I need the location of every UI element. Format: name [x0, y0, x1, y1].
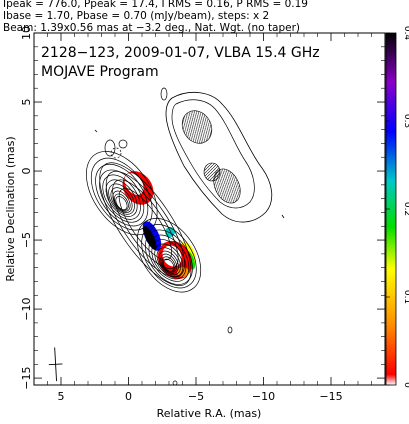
- intensity-contour: [108, 183, 135, 215]
- polarization-patch: [203, 162, 221, 182]
- intensity-contour: [86, 151, 158, 236]
- intensity-contour: [158, 250, 179, 274]
- y-axis-label: Relative Declination (mas): [4, 136, 17, 281]
- y-tick-label: −5: [20, 232, 33, 248]
- x-tick-labels: 5 0 −5 −10 −15: [58, 390, 343, 403]
- x-tick-label: 5: [58, 390, 65, 403]
- colorbar-tick-label: 0.2: [402, 202, 409, 216]
- axis-ticks: [34, 32, 385, 385]
- plot-frame: [33, 32, 386, 386]
- intensity-contour: [118, 188, 172, 261]
- negative-contour: [110, 147, 122, 159]
- beam-marker: [48, 347, 63, 382]
- plot-title-line-2: MOJAVE Program: [41, 64, 159, 80]
- small-contour: [227, 326, 233, 334]
- small-contour: [94, 129, 98, 133]
- intensity-contour: [105, 170, 185, 278]
- intensity-contour: [99, 162, 192, 286]
- small-contour: [104, 139, 116, 157]
- colorbar-tick-label: 0.4: [402, 26, 409, 41]
- colorbar-tick-label: 0: [402, 382, 409, 388]
- header-line-1: Ipeak = 776.0, Ppeak = 17.4, I RMS = 0.1…: [3, 0, 308, 10]
- x-tick-label: −5: [188, 390, 204, 403]
- y-tick-label: −10: [20, 297, 33, 320]
- small-contour: [160, 87, 168, 101]
- intensity-contour: [145, 229, 193, 285]
- intensity-contour: [136, 218, 202, 293]
- x-tick-label: −10: [252, 390, 275, 403]
- y-tick-labels: 10 5 0 −5 −10 −15: [20, 26, 33, 390]
- intensity-contour: [151, 239, 187, 280]
- colorbar-ticks: 0 0.1 0.2 0.3 0.4: [386, 26, 409, 388]
- y-tick-label: 10: [20, 26, 33, 40]
- intensity-contour: [115, 196, 128, 211]
- intensity-contour: [105, 179, 138, 217]
- header-line-2: Ibase = 1.70, Pbase = 0.70 (mJy/beam), s…: [3, 10, 270, 22]
- beam-minor-axis: [48, 363, 63, 366]
- colorbar-tick-label: 0.3: [402, 114, 409, 128]
- intensity-contour: [90, 157, 153, 231]
- x-tick-label: 0: [125, 390, 132, 403]
- x-tick-label: −15: [319, 390, 342, 403]
- small-contour: [281, 214, 285, 219]
- y-tick-label: 0: [20, 168, 33, 175]
- outer-contour: [165, 91, 273, 223]
- intensity-contour: [156, 247, 181, 276]
- y-tick-label: 5: [20, 99, 33, 106]
- intensity-contour: [154, 243, 184, 277]
- small-contour: [172, 380, 178, 385]
- intensity-contour: [141, 224, 197, 289]
- small-contour: [118, 139, 128, 149]
- header-line-3: Beam: 1.39x0.56 mas at −3.2 deg., Nat. W…: [3, 22, 301, 34]
- intensity-contour: [110, 187, 133, 213]
- intensity-contour: [112, 179, 179, 269]
- colorbar-tick-label: 0.1: [402, 290, 409, 304]
- intensity-contour: [99, 169, 145, 223]
- x-axis-label: Relative R.A. (mas): [157, 407, 262, 420]
- intensity-contour: [114, 193, 129, 211]
- plot-title-line-1: 2128−123, 2009-01-07, VLBA 15.4 GHz: [41, 45, 320, 61]
- polarization-patch: [181, 110, 213, 144]
- y-tick-label: −15: [20, 366, 33, 389]
- intensity-contours: [86, 151, 202, 293]
- map-content: [86, 87, 285, 385]
- outer-contour: [171, 99, 255, 209]
